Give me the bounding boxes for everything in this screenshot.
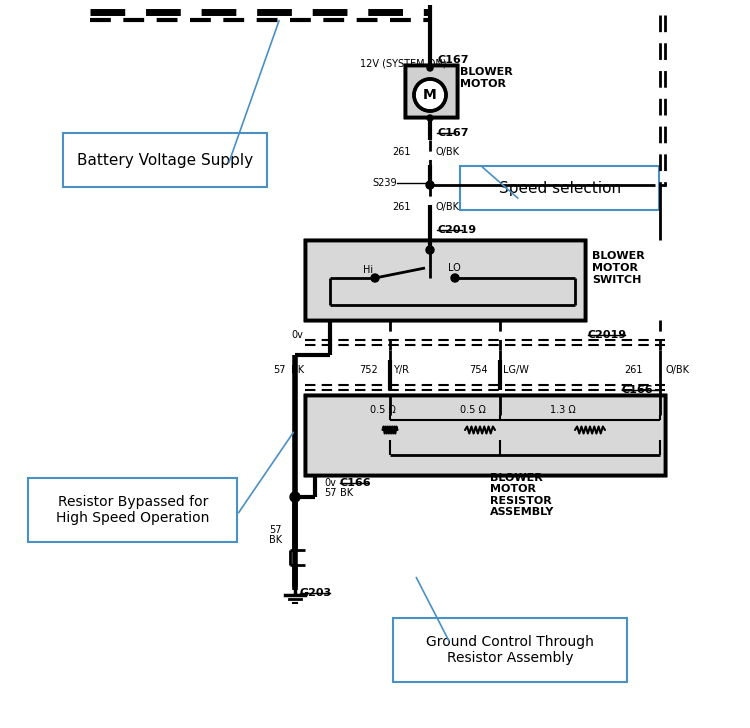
Text: 12V (SYSTEM ON): 12V (SYSTEM ON) [360,58,446,68]
Circle shape [427,65,433,71]
FancyBboxPatch shape [393,618,627,682]
Text: C167: C167 [437,55,469,65]
Bar [305,240,585,320]
Text: O/BK: O/BK [665,365,689,375]
Text: Resistor Bypassed for
High Speed Operation: Resistor Bypassed for High Speed Operati… [56,495,210,525]
Circle shape [426,246,434,254]
Bar [305,395,665,475]
Text: 261: 261 [625,365,643,375]
Text: C166: C166 [340,478,372,488]
Text: 57: 57 [324,488,337,498]
Text: BLOWER
MOTOR: BLOWER MOTOR [460,67,513,89]
Text: LO: LO [448,263,460,273]
Text: 57: 57 [274,365,286,375]
Text: O/BK: O/BK [435,202,459,212]
Text: 754: 754 [470,365,488,375]
Bar [305,240,585,320]
Text: 0v: 0v [291,330,303,340]
Text: BK: BK [340,488,353,498]
Text: 261: 261 [392,147,411,157]
FancyBboxPatch shape [460,166,659,210]
Circle shape [414,79,446,111]
Text: C166: C166 [622,385,653,395]
Text: O/BK: O/BK [435,147,459,157]
Circle shape [427,115,433,121]
Text: BK: BK [291,365,304,375]
Text: Speed selection: Speed selection [499,181,621,196]
Bar [405,65,457,117]
Text: C167: C167 [437,128,469,138]
Bar [405,65,457,117]
Text: M: M [423,88,436,102]
Text: 261: 261 [392,202,411,212]
Text: 752: 752 [359,365,378,375]
Text: S239: S239 [372,178,397,188]
Circle shape [371,274,379,282]
Text: BK: BK [268,535,282,545]
FancyBboxPatch shape [28,478,237,542]
Circle shape [451,274,459,282]
Text: 0.5 Ω: 0.5 Ω [370,405,396,415]
Bar [305,395,665,475]
Text: LG/W: LG/W [503,365,529,375]
Bar [305,240,585,320]
Text: C2019: C2019 [588,330,627,340]
Bar [305,395,665,475]
Text: BLOWER
MOTOR
RESISTOR
ASSEMBLY: BLOWER MOTOR RESISTOR ASSEMBLY [490,472,554,518]
Circle shape [426,181,434,189]
Text: Ground Control Through
Resistor Assembly: Ground Control Through Resistor Assembly [426,635,594,665]
Text: 0.5 Ω: 0.5 Ω [460,405,486,415]
Text: 1.3 Ω: 1.3 Ω [550,405,576,415]
Text: BLOWER
MOTOR
SWITCH: BLOWER MOTOR SWITCH [592,251,645,285]
Text: 0v: 0v [324,478,336,488]
Circle shape [290,492,300,502]
FancyBboxPatch shape [63,133,267,187]
Text: Y/R: Y/R [393,365,409,375]
Text: Battery Voltage Supply: Battery Voltage Supply [77,152,253,167]
Text: Hi: Hi [363,265,373,275]
Bar [405,65,457,117]
Text: C2019: C2019 [437,225,476,235]
Text: G203: G203 [300,588,332,598]
Text: 57: 57 [269,525,282,535]
